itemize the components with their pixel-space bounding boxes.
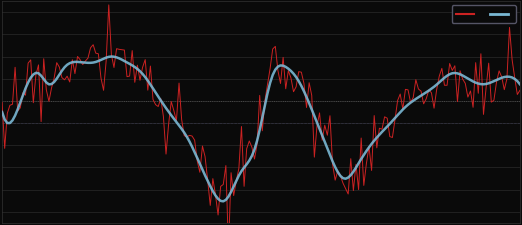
Legend: , : , bbox=[452, 6, 516, 23]
